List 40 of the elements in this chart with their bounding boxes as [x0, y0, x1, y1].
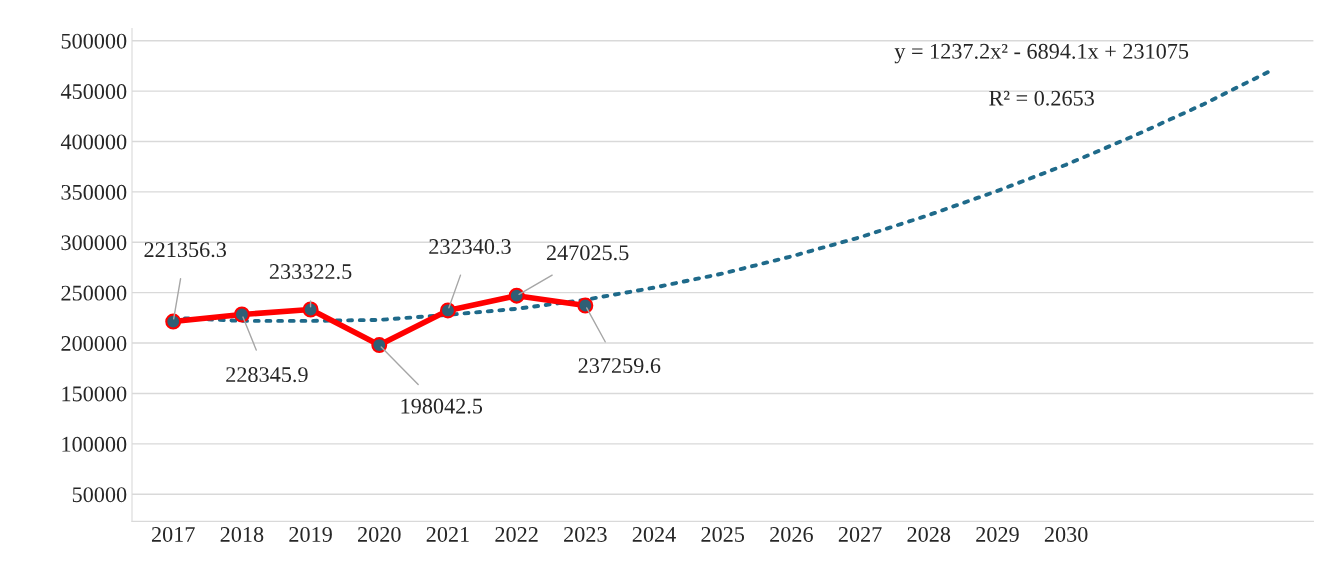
x-tick-label: 2027	[838, 526, 882, 542]
x-tick-label: 2018	[220, 526, 264, 542]
x-tick-label: 2028	[907, 526, 951, 542]
x-tick-label: 2023	[564, 526, 607, 542]
y-tick-label: 100000	[62, 436, 127, 452]
x-tick-label: 2026	[770, 526, 813, 542]
y-tick-label: 350000	[61, 184, 127, 200]
point	[508, 287, 525, 304]
y-tick-label: 450000	[60, 84, 127, 100]
data-label: 233322.5	[269, 264, 352, 280]
y-tick-label: 500000	[61, 33, 127, 49]
y-tick-label: 400000	[60, 134, 127, 150]
data-label: 221356.3	[144, 242, 227, 258]
y-tick-label: 300000	[61, 235, 127, 251]
x-tick-label: 2021	[426, 526, 469, 542]
y-tick-label: 150000	[62, 386, 127, 402]
data-label: 198042.5	[401, 398, 483, 414]
x-tick-label: 2030	[1044, 526, 1088, 542]
point	[233, 306, 250, 323]
data-label: 237259.6	[578, 358, 661, 374]
data-label: 228345.9	[226, 367, 308, 383]
x-tick-label: 2017	[151, 526, 195, 542]
point	[439, 302, 456, 319]
x-tick-label: 2020	[358, 526, 401, 542]
point	[302, 301, 319, 318]
point	[165, 313, 182, 330]
y-tick-label: 200000	[61, 335, 127, 351]
x-tick-label: 2019	[289, 526, 332, 542]
data-label: 232340.3	[429, 239, 511, 255]
data-label: 247025.5	[546, 245, 629, 261]
annotation: R² = 0.2653	[989, 90, 1094, 106]
x-tick-label: 2024	[632, 526, 676, 542]
y-tick-label: 50000	[72, 487, 127, 503]
x-tick-label: 2029	[976, 526, 1019, 542]
x-tick-label: 2025	[701, 526, 745, 542]
annotation: y = 1237.2x² - 6894.1x + 231075	[894, 43, 1189, 64]
point	[577, 297, 594, 314]
y-tick-label: 250000	[61, 285, 127, 301]
x-tick-label: 2022	[495, 526, 538, 542]
point	[371, 337, 388, 354]
